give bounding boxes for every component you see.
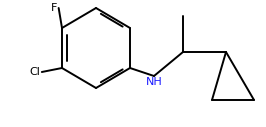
Text: Cl: Cl bbox=[29, 67, 40, 77]
Text: F: F bbox=[51, 3, 57, 13]
Text: NH: NH bbox=[146, 77, 163, 87]
